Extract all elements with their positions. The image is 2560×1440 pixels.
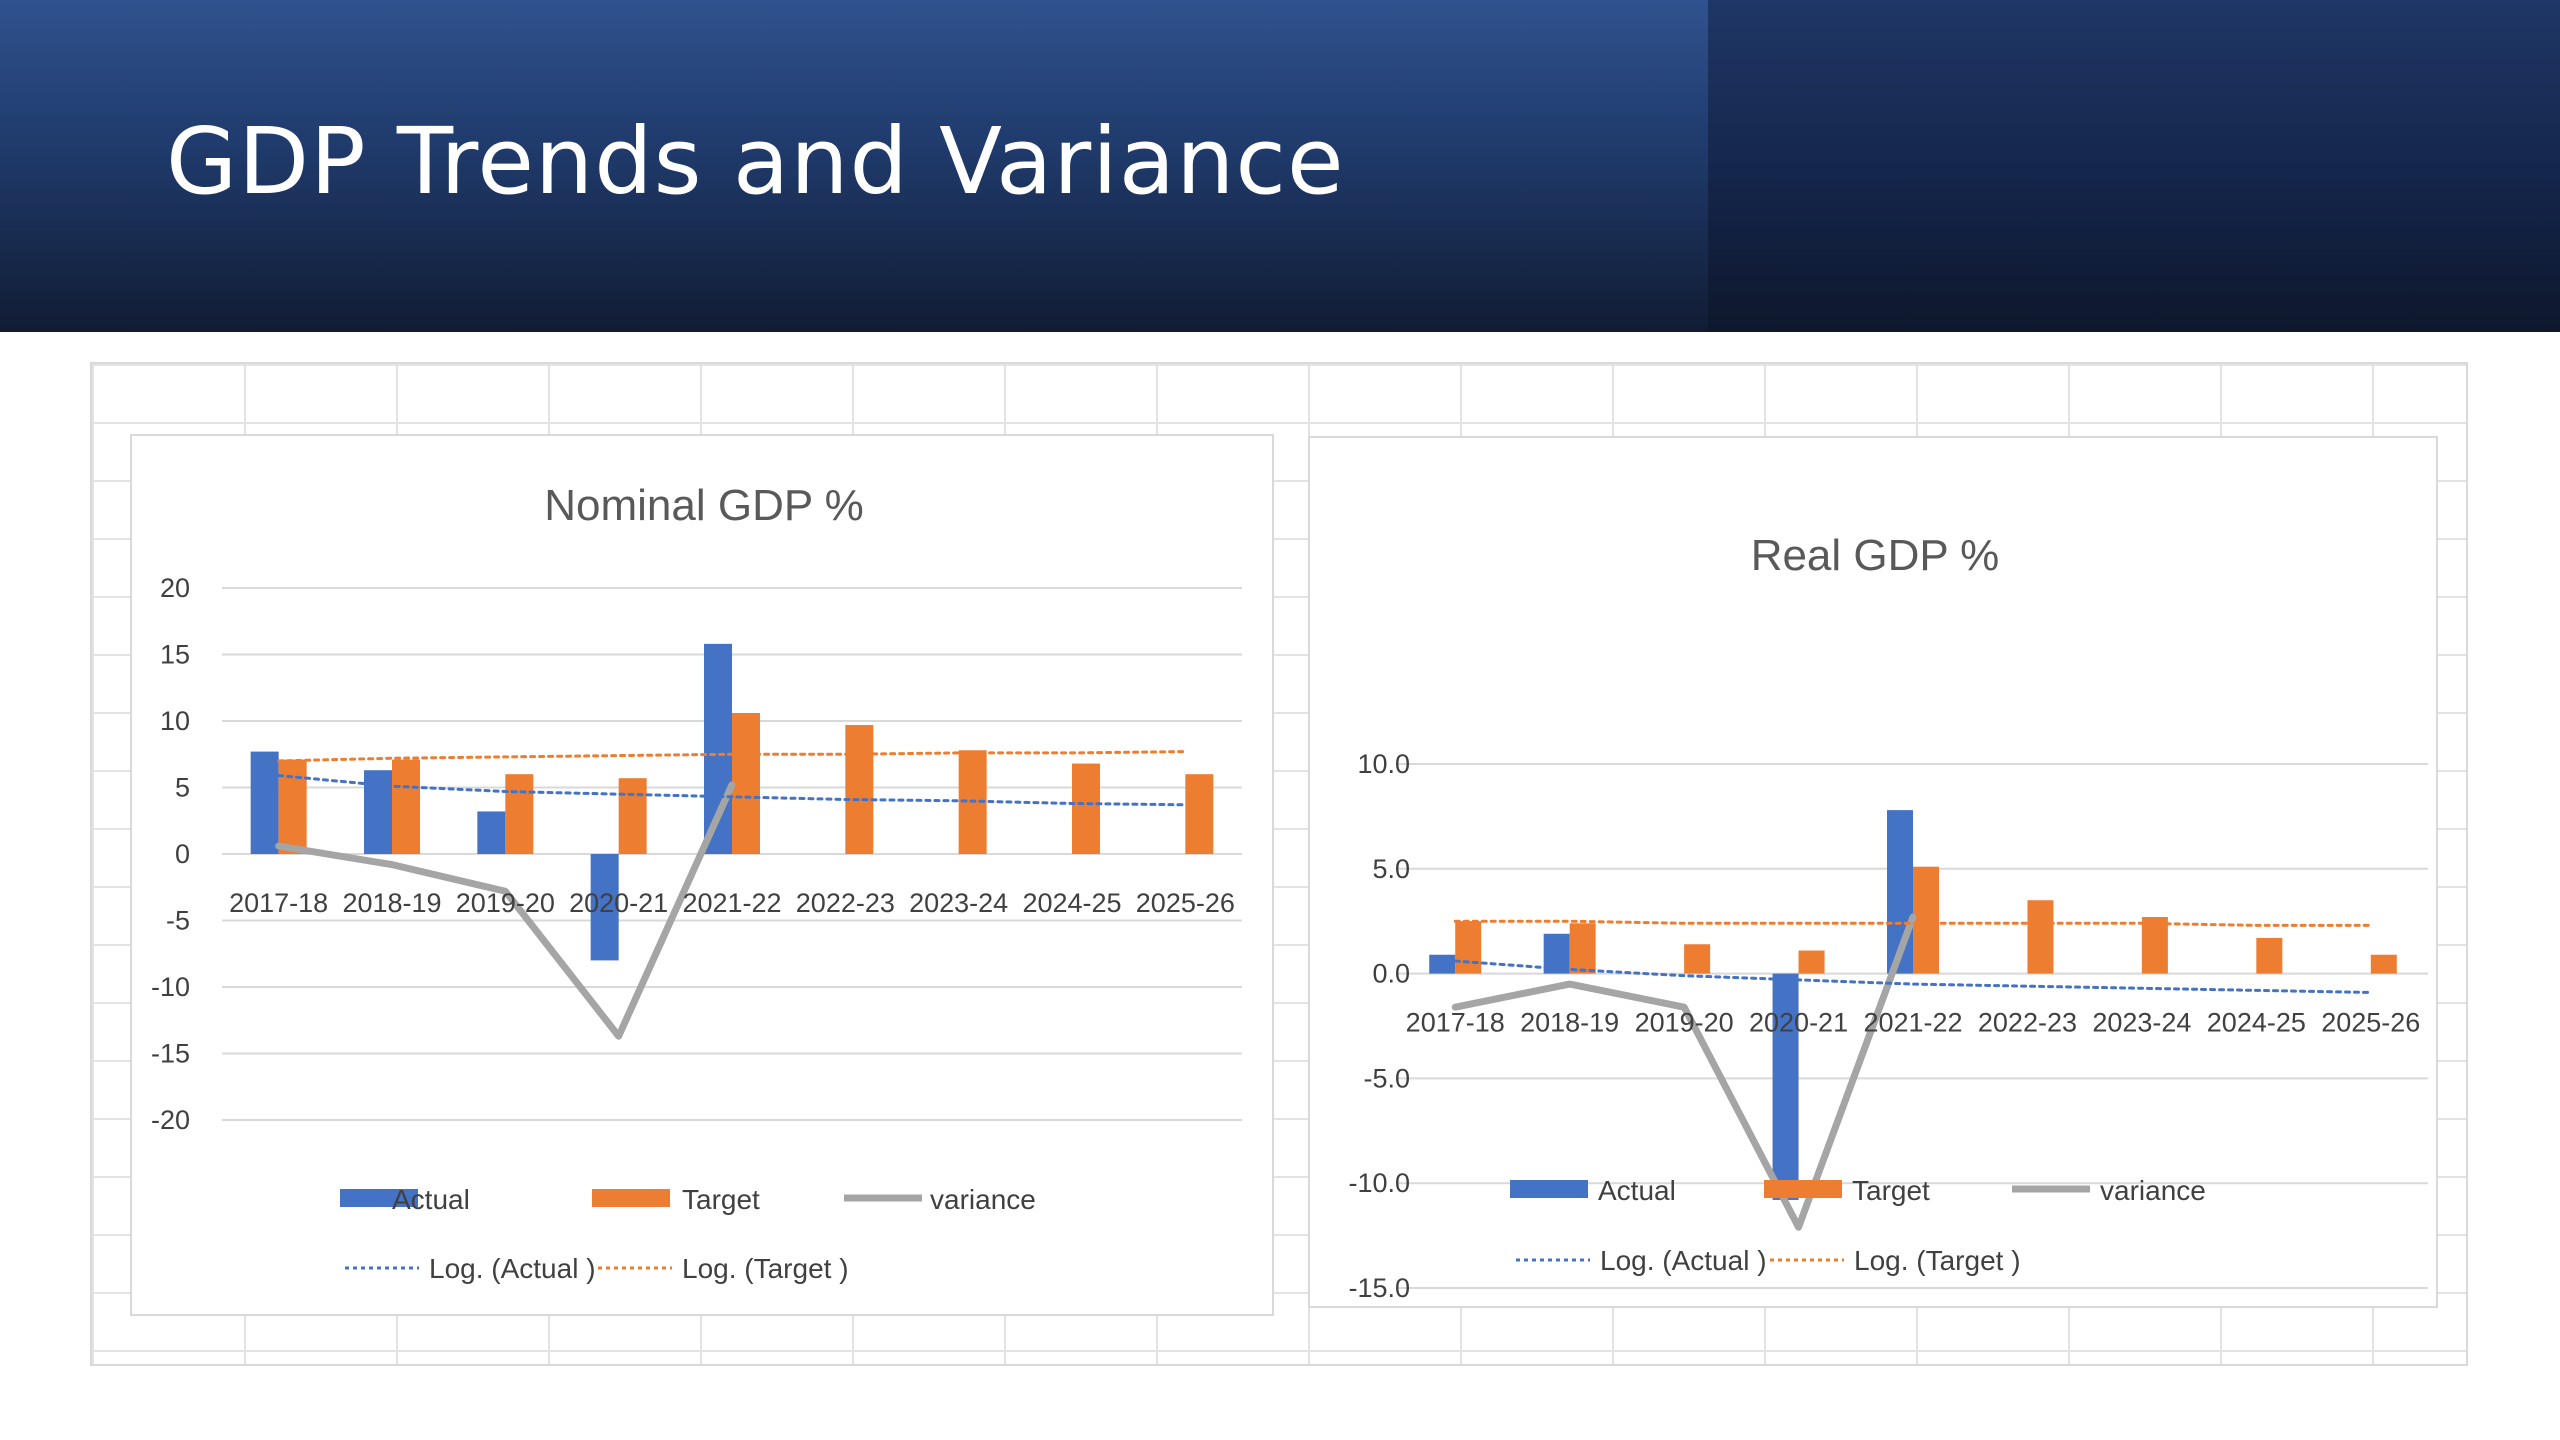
bar-target[interactable] [1569,923,1596,974]
y-tick-label: -5.0 [1363,1063,1410,1093]
trendline-target[interactable] [1453,919,2373,927]
chart-legend: Actual Target variance Log. (Actual ) Lo… [340,1184,1036,1284]
y-tick-label: 0 [175,839,190,869]
legend-swatch-target [1764,1180,1842,1198]
legend-label-log-target: Log. (Target ) [1854,1245,2021,1276]
bar-target[interactable] [1072,763,1100,854]
x-tick-label: 2020-21 [1749,1008,1848,1038]
bar-target[interactable] [2256,937,2283,974]
x-tick-label: 2019-20 [1635,1008,1734,1038]
real-gdp-chart: Real GDP % 10.0 5.0 0.0 -5.0 -10.0 -15.0 2017-… [1348,531,2428,1303]
chart-title: Nominal GDP % [544,481,864,530]
trendline-actual[interactable] [1453,959,2373,994]
bar-target[interactable] [732,713,760,854]
bar-target[interactable] [1798,950,1825,974]
x-tick-label: 2023-24 [2092,1008,2191,1038]
legend-label-log-actual: Log. (Actual ) [429,1253,596,1284]
y-tick-label: 15 [160,640,190,670]
banner-right-block [1708,0,2560,332]
x-tick-label: 2019-20 [456,888,555,918]
real-gdp-chart-panel[interactable]: Real GDP % 10.0 5.0 0.0 -5.0 -10.0 -15.0 2017-… [1308,436,2438,1308]
legend-label-actual: Actual [1598,1175,1676,1206]
legend-label-log-target: Log. (Target ) [682,1253,849,1284]
trendline-target[interactable] [277,750,1187,763]
x-tick-label: 2017-18 [1406,1008,1505,1038]
x-tick-label: 2021-22 [682,888,781,918]
chart-legend: Actual Target variance Log. (Actual ) Lo… [1510,1175,2206,1276]
y-tick-label: -20 [151,1105,190,1135]
nominal-gdp-chart-panel[interactable]: Nominal GDP % 20 15 10 5 0 -5 -10 -15 -20 2017-18… [130,434,1274,1316]
bar-target[interactable] [505,774,534,854]
legend-swatch-actual [340,1189,418,1207]
bar-target[interactable] [1913,866,1939,974]
legend-label-actual: Actual [392,1184,470,1215]
bar-target[interactable] [1455,921,1482,974]
bar-target[interactable] [2370,954,2397,974]
y-tick-label: -15 [151,1039,190,1069]
bar-actual[interactable] [1429,954,1456,974]
legend-swatch-target [592,1189,670,1207]
title-banner: GDP Trends and Variance [0,0,2560,332]
x-tick-label: 2022-23 [796,888,895,918]
y-tick-label: -5 [166,906,190,936]
bar-target[interactable] [845,724,874,854]
trendline-actual[interactable] [277,774,1187,807]
bar-target[interactable] [1684,944,1711,974]
x-tick-label: 2024-25 [2207,1008,2306,1038]
y-tick-label: 20 [160,573,190,603]
bar-actual[interactable] [590,854,619,961]
y-tick-label: -15.0 [1348,1273,1410,1303]
legend-label-target: Target [1852,1175,1930,1206]
x-tick-label: 2017-18 [229,888,328,918]
bar-target[interactable] [392,759,420,854]
bar-target[interactable] [2141,917,2168,974]
bar-target[interactable] [2027,900,2054,974]
bar-target[interactable] [1185,774,1214,854]
legend-label-log-actual: Log. (Actual ) [1600,1245,1767,1276]
bar-target[interactable] [278,759,307,854]
x-tick-label: 2025-26 [1136,888,1235,918]
bar-actual[interactable] [1772,973,1799,1200]
x-tick-label: 2020-21 [569,888,668,918]
x-tick-label: 2018-19 [1520,1008,1619,1038]
legend-label-variance: variance [2100,1175,2206,1206]
variance-line[interactable] [1451,913,1917,1231]
legend-label-variance: variance [930,1184,1036,1215]
y-tick-label: 0.0 [1372,959,1410,989]
chart-title: Real GDP % [1751,531,2000,580]
nominal-gdp-chart: Nominal GDP % 20 15 10 5 0 -5 -10 -15 -20 2017-18… [151,481,1242,1284]
legend-label-target: Target [682,1184,760,1215]
x-tick-label: 2023-24 [909,888,1008,918]
x-tick-label: 2025-26 [2321,1008,2420,1038]
x-tick-label: 2024-25 [1022,888,1121,918]
y-tick-label: 5 [175,773,190,803]
y-tick-label: -10.0 [1348,1168,1410,1198]
x-tick-label: 2022-23 [1978,1008,2077,1038]
bar-actual[interactable] [250,751,279,854]
y-tick-label: 5.0 [1372,854,1410,884]
legend-swatch-actual [1510,1180,1588,1198]
y-tick-label: 10.0 [1357,749,1410,779]
x-tick-label: 2018-19 [342,888,441,918]
bar-actual[interactable] [477,811,506,854]
y-tick-label: -10 [151,972,190,1002]
bar-target[interactable] [618,778,647,854]
y-tick-label: 10 [160,706,190,736]
slide-title: GDP Trends and Variance [166,108,1345,215]
variance-line[interactable] [275,781,736,1040]
x-tick-label: 2021-22 [1863,1008,1962,1038]
